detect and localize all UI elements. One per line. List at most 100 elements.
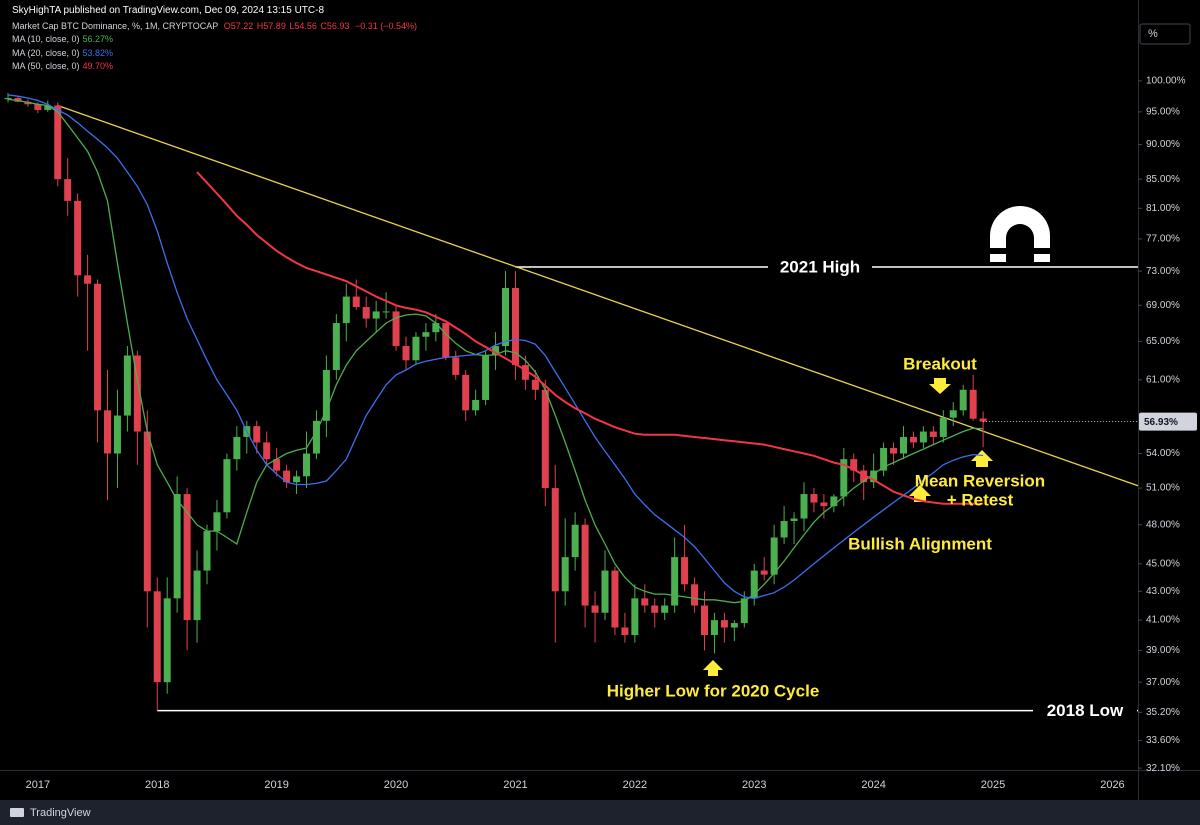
ma-name: MA (10, close, 0) bbox=[12, 34, 80, 44]
ma-line bbox=[196, 171, 984, 505]
level-label-bg bbox=[1033, 699, 1137, 722]
candle-body bbox=[153, 591, 161, 683]
x-tick-label: 2021 bbox=[503, 779, 527, 791]
candle-body bbox=[890, 447, 898, 454]
candle-body bbox=[880, 447, 888, 471]
last-price-label: 56.93% bbox=[1144, 417, 1178, 428]
y-tick-label: 35.20% bbox=[1146, 707, 1180, 718]
candle-body bbox=[34, 104, 42, 110]
candle-body bbox=[969, 389, 977, 419]
candle-body bbox=[332, 323, 340, 370]
candle-body bbox=[840, 459, 848, 497]
y-tick-label: 41.00% bbox=[1146, 615, 1180, 626]
y-tick-label: 100.00% bbox=[1146, 75, 1186, 86]
ma-legend-row: MA (10, close, 0) 56.27% bbox=[12, 33, 420, 47]
unit-button[interactable] bbox=[1139, 23, 1191, 45]
y-tick-label: 33.60% bbox=[1146, 735, 1180, 746]
candle-body bbox=[402, 346, 410, 361]
candle-body bbox=[541, 389, 549, 489]
candle-body bbox=[591, 605, 599, 613]
candle-body bbox=[4, 98, 12, 100]
x-tick-label: 2017 bbox=[26, 779, 50, 791]
candle-body bbox=[342, 296, 350, 324]
candle-body bbox=[979, 418, 987, 422]
candle-body bbox=[830, 496, 838, 507]
candle-body bbox=[372, 311, 380, 319]
candle-body bbox=[959, 389, 967, 411]
ma-name: MA (50, close, 0) bbox=[12, 61, 80, 71]
candle-body bbox=[64, 179, 72, 201]
y-tick-label: 90.00% bbox=[1146, 139, 1180, 150]
annotation: Breakout bbox=[903, 354, 977, 373]
level-label: 2021 High bbox=[780, 258, 860, 277]
candle-body bbox=[611, 570, 619, 628]
candle-body bbox=[263, 442, 271, 460]
background bbox=[0, 0, 1200, 800]
candle-body bbox=[233, 436, 241, 460]
candle-body bbox=[422, 332, 430, 337]
y-tick-label: 48.00% bbox=[1146, 519, 1180, 530]
candle-body bbox=[113, 415, 121, 454]
ohlc-high: H57.89 bbox=[256, 20, 286, 31]
candle-body bbox=[54, 105, 62, 180]
y-tick-label: 69.00% bbox=[1146, 300, 1180, 311]
candle-body bbox=[730, 623, 738, 628]
candle-body bbox=[900, 436, 907, 454]
candle-body bbox=[701, 605, 708, 636]
ohlc-open: O57.22 bbox=[223, 20, 254, 31]
annotation-arrows bbox=[703, 378, 993, 676]
candle-body bbox=[571, 524, 579, 558]
candle-body bbox=[760, 570, 768, 575]
candle-body bbox=[352, 296, 360, 308]
ohlc-low: L54.56 bbox=[289, 20, 317, 31]
y-tick-label: 61.00% bbox=[1146, 374, 1180, 385]
candle-body bbox=[671, 557, 679, 606]
candle-body bbox=[293, 476, 301, 483]
x-tick-label: 2025 bbox=[981, 779, 1005, 791]
change: −0.31 (−0.54%) bbox=[354, 20, 417, 31]
symbol-row: Market Cap BTC Dominance, %, 1M, CRYPTOC… bbox=[12, 20, 420, 34]
candle-body bbox=[163, 598, 171, 683]
candle-body bbox=[452, 357, 460, 375]
x-tick-label: 2019 bbox=[264, 779, 288, 791]
candle-body bbox=[601, 570, 609, 613]
x-tick-label: 2026 bbox=[1100, 779, 1124, 791]
candle-body bbox=[740, 598, 748, 624]
arrow-retest bbox=[971, 450, 993, 467]
ma-legend: MA (10, close, 0) 56.27% MA (20, close, 0)… bbox=[12, 33, 420, 74]
symbol: Market Cap BTC Dominance, %, 1M, CRYPTOC… bbox=[12, 20, 219, 31]
candle-body bbox=[810, 494, 818, 503]
candle-body bbox=[551, 488, 559, 592]
ma-name: MA (20, close, 0) bbox=[12, 47, 80, 58]
last-price-box bbox=[1139, 412, 1197, 431]
candle-body bbox=[939, 417, 947, 437]
candle-body bbox=[382, 311, 390, 313]
candle-body bbox=[312, 420, 320, 454]
candle-body bbox=[790, 518, 798, 521]
arrow-breakout bbox=[929, 378, 951, 394]
candle-body bbox=[223, 459, 231, 513]
ma-value: 53.82% bbox=[82, 47, 114, 58]
candle-body bbox=[641, 598, 649, 606]
candle-body bbox=[949, 410, 957, 418]
annotation: Bullish Alignment bbox=[848, 534, 992, 553]
candle-body bbox=[74, 200, 82, 276]
candle-body bbox=[820, 502, 828, 507]
y-tick-label: 39.00% bbox=[1146, 645, 1180, 656]
x-tick-label: 2022 bbox=[623, 779, 647, 791]
ma-legend-row: MA (50, close, 0) 49.70% bbox=[12, 60, 420, 74]
candle-body bbox=[909, 436, 917, 443]
annotation: + Retest bbox=[947, 490, 1014, 509]
legend: SkyHighTA published on TradingView.com, … bbox=[12, 4, 420, 74]
candle-body bbox=[511, 287, 519, 366]
candle-body bbox=[84, 275, 92, 284]
y-tick-label: 85.00% bbox=[1146, 174, 1180, 185]
candle-body bbox=[770, 537, 778, 575]
candle-body bbox=[462, 374, 470, 411]
candle-body bbox=[860, 470, 868, 483]
level-label: 2018 Low bbox=[1047, 701, 1124, 720]
ma-value: 56.27% bbox=[82, 34, 114, 44]
footer-brand: TradingView bbox=[30, 806, 91, 819]
candle-body bbox=[502, 287, 509, 347]
